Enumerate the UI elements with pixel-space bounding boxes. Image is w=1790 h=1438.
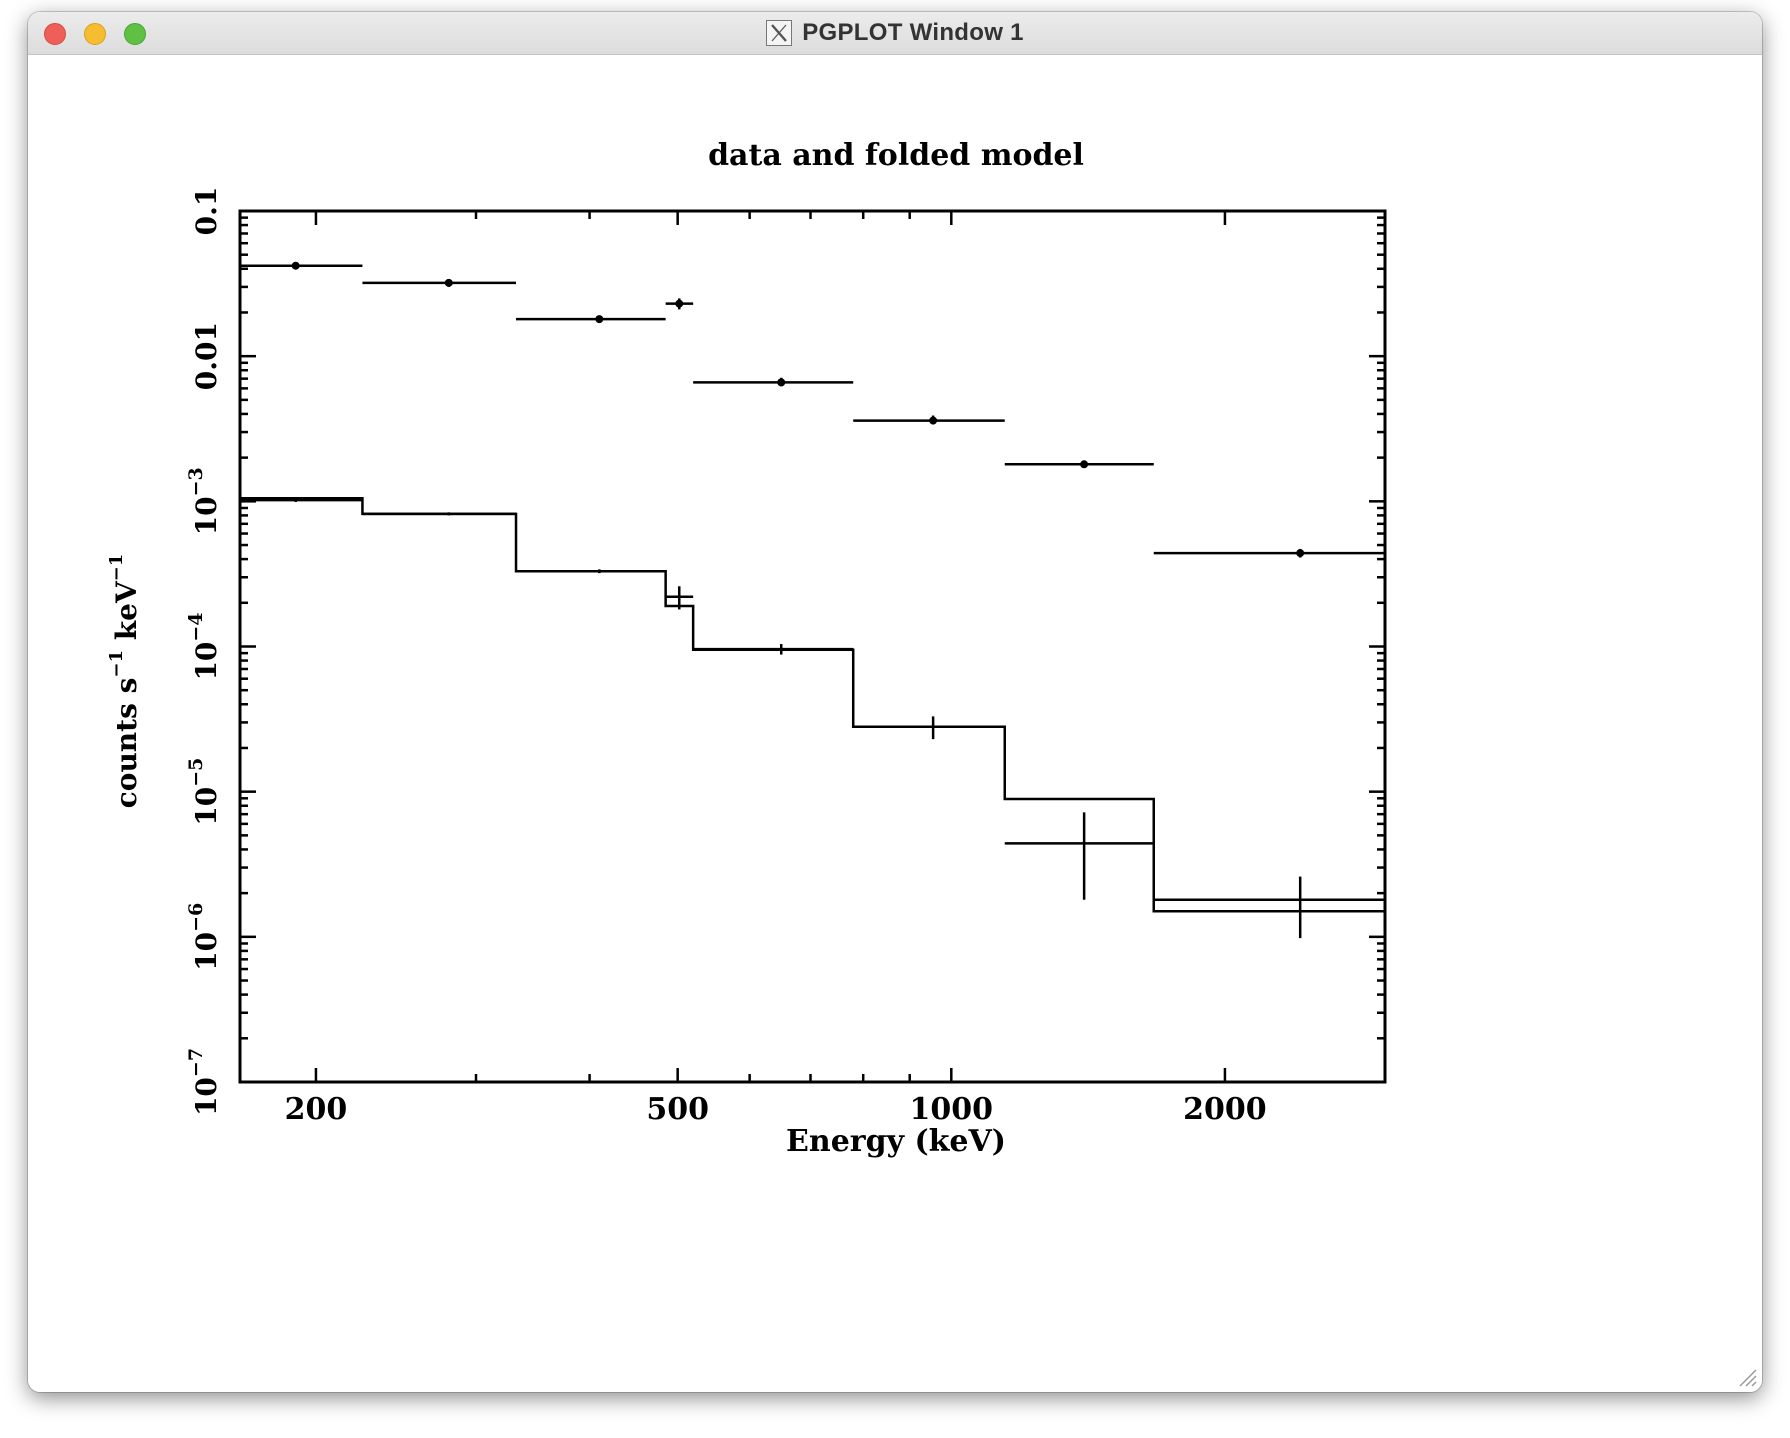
y-axis-label-unit: keV	[110, 580, 143, 650]
zoom-window-button[interactable]	[124, 23, 146, 45]
plot-series	[240, 261, 1385, 939]
plot-frame	[238, 209, 1387, 1084]
y-tick-label: 10−3	[185, 467, 223, 535]
data-marker	[444, 278, 453, 287]
data-point	[362, 278, 517, 287]
close-window-button[interactable]	[44, 23, 66, 45]
title-bar[interactable]: PGPLOT Window 1	[28, 12, 1762, 55]
data-marker	[929, 416, 938, 425]
y-tick-label: 10−5	[185, 758, 223, 826]
plot-area: data and folded model Energy (keV) count…	[28, 55, 1762, 1392]
y-axis-label: counts s−1 keV−1	[106, 554, 143, 809]
y-axis-label-exp2: −1	[106, 554, 127, 582]
data-marker	[291, 261, 300, 270]
y-tick-label-exp: −3	[185, 467, 207, 496]
y-tick-label-base: 10	[190, 496, 223, 535]
y-axis-label-main: counts s	[110, 678, 143, 809]
chart: data and folded model Energy (keV) count…	[106, 138, 1387, 1159]
x-tick-label: 1000	[910, 1092, 994, 1127]
data-point	[693, 377, 854, 387]
y-tick-label: 0.1	[190, 187, 223, 236]
data-marker	[1080, 460, 1089, 469]
x-tick-label: 2000	[1183, 1092, 1267, 1127]
data-point	[1004, 460, 1154, 469]
chart-title: data and folded model	[708, 138, 1084, 173]
x-tick-label: 200	[285, 1092, 348, 1127]
y-tick-label-base: 10	[190, 1077, 223, 1116]
y-tick-label-base: 10	[190, 642, 223, 681]
axis-ticks	[240, 209, 1387, 1084]
tick-labels: 200 500 1000 20000.10.0110−310−410−510−610−…	[185, 187, 1267, 1127]
model-step-line	[240, 497, 1385, 913]
x-axis-label: Energy (keV)	[786, 1124, 1006, 1159]
y-tick-label: 10−4	[185, 612, 223, 680]
y-tick-label-base: 10	[190, 787, 223, 826]
resize-grip-icon[interactable]	[1734, 1364, 1758, 1388]
window-title: PGPLOT Window 1	[802, 19, 1024, 46]
y-tick-label: 0.01	[190, 322, 223, 390]
x-tick-label: 500	[646, 1092, 709, 1127]
data-point	[853, 415, 1005, 425]
data-point	[516, 315, 666, 324]
data-marker	[595, 315, 604, 324]
y-tick-label-exp: −7	[185, 1048, 207, 1077]
y-tick-label-exp: −5	[185, 758, 207, 787]
data-point	[1153, 548, 1385, 558]
data-marker	[675, 299, 684, 308]
y-tick-label-exp: −4	[185, 612, 207, 641]
pgplot-window: PGPLOT Window 1 data and folded model En…	[28, 12, 1762, 1392]
y-tick-label-base: 0.1	[190, 187, 223, 236]
y-tick-label-base: 10	[190, 932, 223, 971]
data-point	[1004, 812, 1154, 900]
data-point	[240, 261, 363, 270]
x11-icon	[766, 20, 793, 46]
y-axis-label-exp1: −1	[106, 650, 127, 678]
y-tick-label: 10−6	[185, 903, 223, 971]
data-marker	[777, 378, 786, 387]
y-tick-label-exp: −6	[185, 903, 207, 932]
data-marker	[1296, 549, 1305, 558]
data-point	[665, 298, 694, 310]
minimize-window-button[interactable]	[84, 23, 106, 45]
title-wrap: PGPLOT Window 1	[28, 12, 1762, 54]
y-tick-label-base: 0.01	[190, 322, 223, 390]
y-tick-label: 10−7	[185, 1048, 223, 1116]
data-point	[1153, 876, 1385, 939]
